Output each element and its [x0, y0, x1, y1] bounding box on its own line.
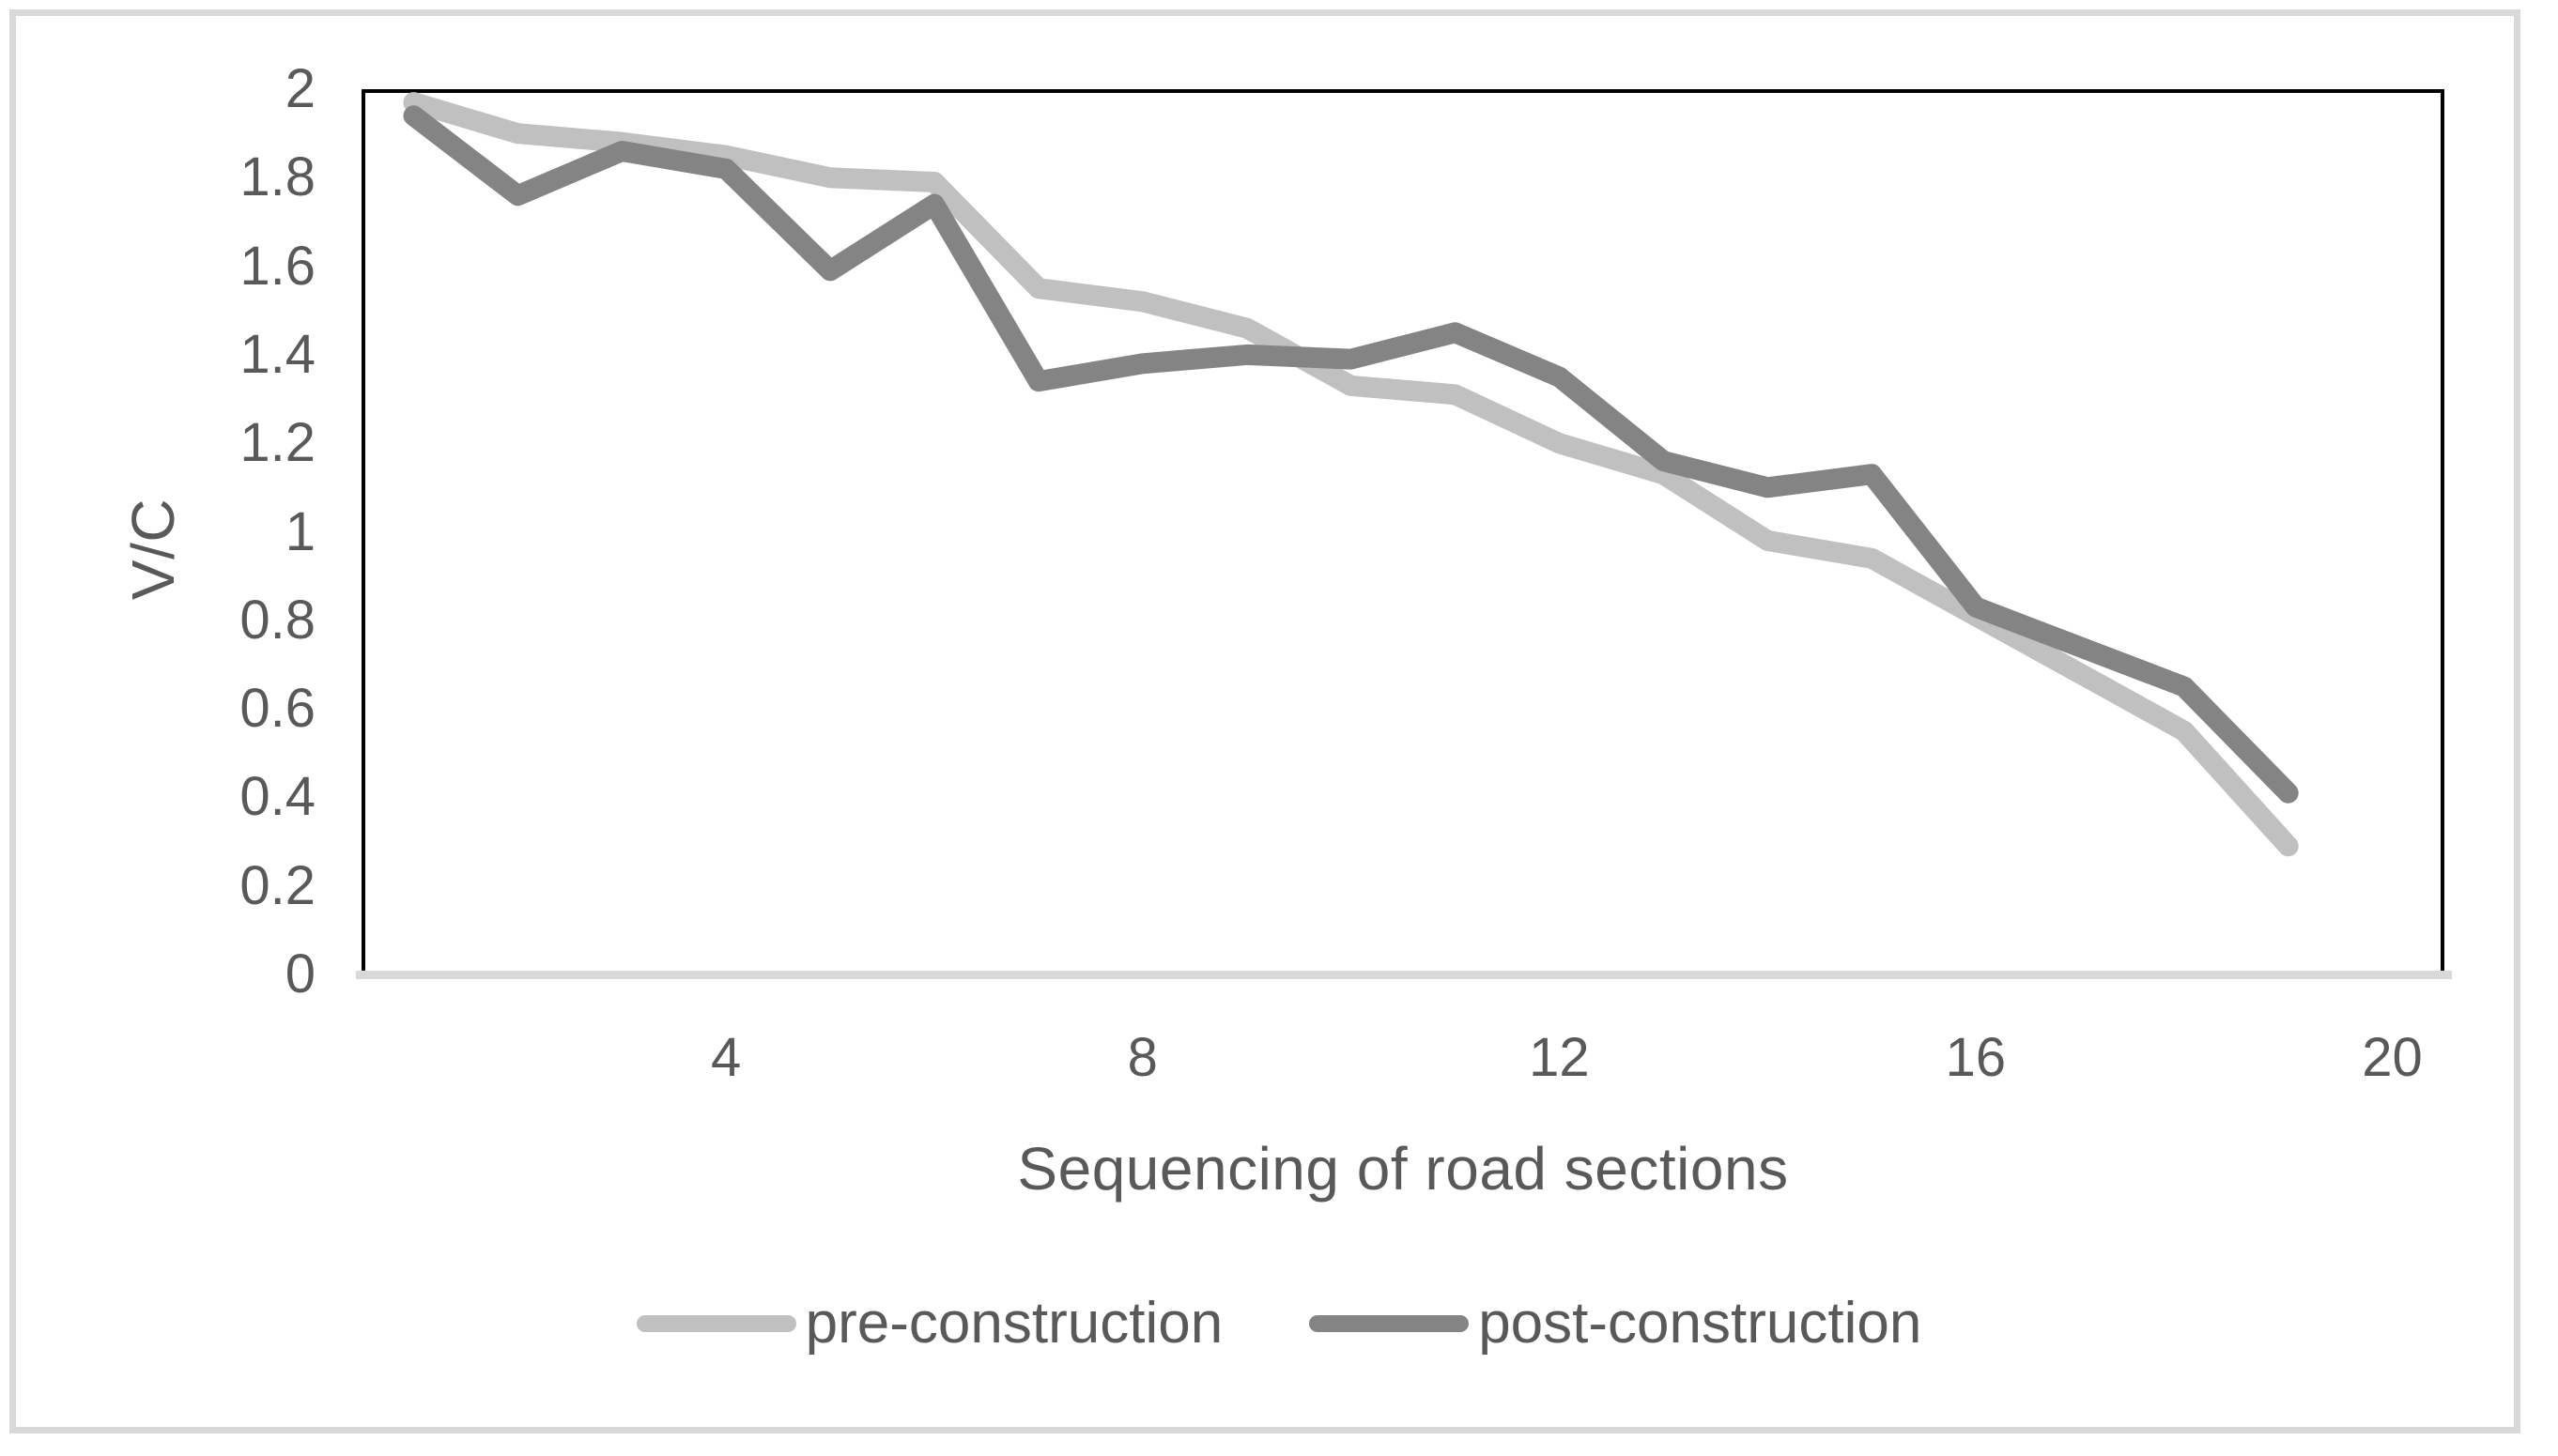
x-axis-baseline	[356, 971, 2452, 979]
series-plot	[403, 92, 2299, 857]
post-construction-line-swatch-icon	[1309, 1315, 1470, 1332]
chart-legend: pre-construction post-construction	[0, 1288, 2558, 1359]
x-tick-label: 12	[1529, 1027, 1590, 1088]
y-tick-label: 0.6	[239, 678, 316, 740]
y-tick-label: 0.8	[239, 589, 316, 651]
y-axis-title: V/C	[119, 498, 187, 601]
y-tick-label: 1.2	[239, 412, 316, 474]
y-tick-label: 0	[285, 943, 316, 1004]
plot-area	[362, 89, 2444, 974]
legend-item-post-construction: post-construction	[1309, 1288, 1921, 1359]
y-tick-label: 0.2	[239, 854, 316, 916]
x-tick-label: 8	[1127, 1027, 1158, 1088]
y-tick-label: 1.6	[239, 235, 316, 297]
y-tick-label: 2	[285, 58, 316, 119]
legend-label-pre-construction: pre-construction	[805, 1291, 1224, 1356]
y-tick-label: 1	[285, 500, 316, 562]
pre-construction-line	[403, 92, 2299, 857]
x-axis-title: Sequencing of road sections	[1017, 1135, 1789, 1203]
y-tick-label: 1.4	[239, 323, 316, 385]
x-tick-label: 20	[2362, 1027, 2423, 1088]
y-tick-label: 1.8	[239, 146, 316, 208]
legend-item-pre-construction: pre-construction	[636, 1288, 1224, 1359]
y-tick-label: 0.4	[239, 766, 316, 828]
x-tick-label: 16	[1945, 1027, 2007, 1088]
pre-construction-line-swatch-icon	[636, 1315, 796, 1332]
legend-label-post-construction: post-construction	[1478, 1291, 1922, 1356]
x-tick-label: 4	[711, 1027, 742, 1088]
post-construction-line	[403, 105, 2299, 804]
